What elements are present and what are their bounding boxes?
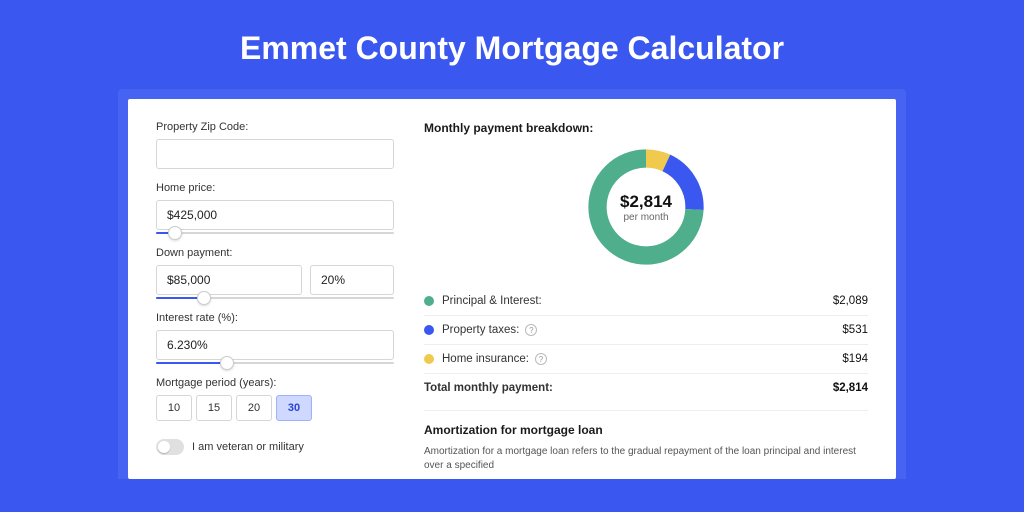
veteran-toggle[interactable]: [156, 439, 184, 455]
zip-field: Property Zip Code:: [156, 121, 394, 169]
breakdown-value: $2,089: [833, 295, 868, 307]
period-option-10[interactable]: 10: [156, 395, 192, 421]
zip-label: Property Zip Code:: [156, 121, 394, 133]
period-options: 10 15 20 30: [156, 395, 394, 421]
amortization-text: Amortization for a mortgage loan refers …: [424, 445, 868, 473]
page-title: Emmet County Mortgage Calculator: [0, 0, 1024, 89]
down-payment-slider-thumb[interactable]: [197, 291, 211, 305]
home-price-input[interactable]: [156, 200, 394, 230]
interest-slider[interactable]: [156, 362, 394, 364]
donut-center: $2,814 per month: [582, 143, 710, 271]
period-label: Mortgage period (years):: [156, 377, 394, 389]
interest-field: Interest rate (%):: [156, 312, 394, 364]
home-price-label: Home price:: [156, 182, 394, 194]
period-field: Mortgage period (years): 10 15 20 30: [156, 377, 394, 421]
breakdown-row-insurance: Home insurance: ? $194: [424, 345, 868, 374]
dot-icon: [424, 296, 434, 306]
breakdown-total-value: $2,814: [833, 382, 868, 394]
zip-input[interactable]: [156, 139, 394, 169]
down-payment-label: Down payment:: [156, 247, 394, 259]
period-option-15[interactable]: 15: [196, 395, 232, 421]
payment-donut: $2,814 per month: [582, 143, 710, 271]
dot-icon: [424, 325, 434, 335]
breakdown-value: $531: [842, 324, 868, 336]
period-option-30[interactable]: 30: [276, 395, 312, 421]
interest-input[interactable]: [156, 330, 394, 360]
period-option-20[interactable]: 20: [236, 395, 272, 421]
breakdown-total-label: Total monthly payment:: [424, 382, 553, 394]
veteran-label: I am veteran or military: [192, 441, 304, 453]
amortization-section: Amortization for mortgage loan Amortizat…: [424, 410, 868, 473]
breakdown-title: Monthly payment breakdown:: [424, 121, 868, 135]
home-price-field: Home price:: [156, 182, 394, 234]
down-payment-amount-input[interactable]: [156, 265, 302, 295]
breakdown-row-taxes: Property taxes: ? $531: [424, 316, 868, 345]
amortization-title: Amortization for mortgage loan: [424, 423, 868, 437]
donut-sub: per month: [623, 212, 668, 223]
veteran-row: I am veteran or military: [156, 439, 394, 455]
breakdown-row-total: Total monthly payment: $2,814: [424, 374, 868, 402]
breakdown-column: Monthly payment breakdown: $2,814 per mo…: [424, 121, 868, 479]
breakdown-label: Property taxes:: [442, 324, 519, 336]
breakdown-row-principal: Principal & Interest: $2,089: [424, 287, 868, 316]
down-payment-percent-input[interactable]: [310, 265, 394, 295]
help-icon[interactable]: ?: [535, 353, 547, 365]
interest-slider-thumb[interactable]: [220, 356, 234, 370]
donut-wrap: $2,814 per month: [424, 143, 868, 271]
breakdown-value: $194: [842, 353, 868, 365]
breakdown-label: Home insurance:: [442, 353, 529, 365]
help-icon[interactable]: ?: [525, 324, 537, 336]
down-payment-slider[interactable]: [156, 297, 394, 299]
interest-slider-fill: [156, 362, 227, 364]
home-price-slider-thumb[interactable]: [168, 226, 182, 240]
interest-label: Interest rate (%):: [156, 312, 394, 324]
down-payment-field: Down payment:: [156, 247, 394, 299]
form-column: Property Zip Code: Home price: Down paym…: [156, 121, 394, 479]
calculator-card: Property Zip Code: Home price: Down paym…: [128, 99, 896, 479]
donut-amount: $2,814: [620, 192, 672, 212]
breakdown-label: Principal & Interest:: [442, 295, 542, 307]
home-price-slider[interactable]: [156, 232, 394, 234]
card-shadow-wrap: Property Zip Code: Home price: Down paym…: [118, 89, 906, 479]
dot-icon: [424, 354, 434, 364]
